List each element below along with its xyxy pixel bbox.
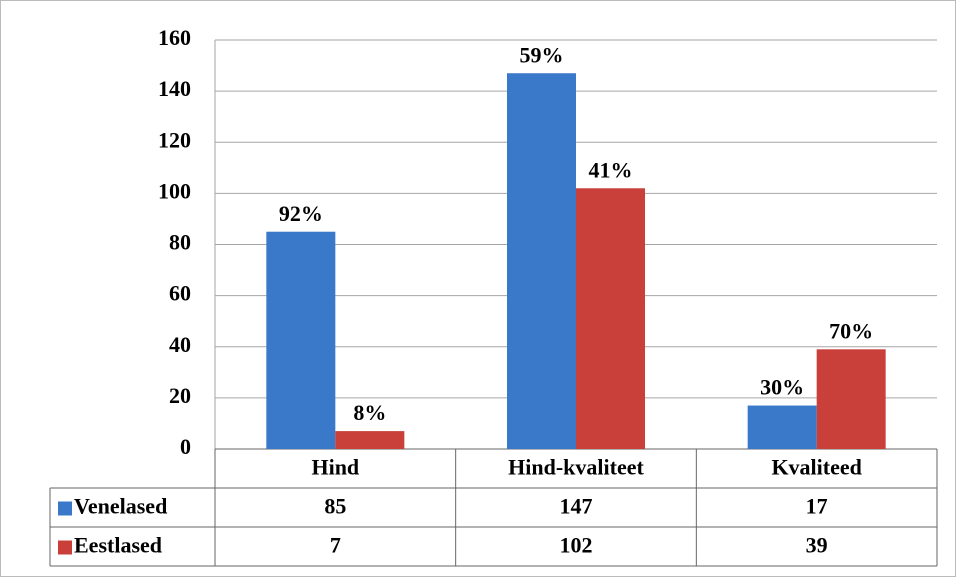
x-tick-label: Hind bbox=[311, 455, 359, 480]
bar bbox=[507, 73, 576, 449]
table-value: 39 bbox=[806, 533, 828, 558]
data-label: 41% bbox=[589, 157, 633, 182]
y-tick-label: 0 bbox=[180, 434, 191, 459]
bar bbox=[816, 349, 886, 449]
bar bbox=[266, 231, 336, 449]
y-tick-label: 40 bbox=[169, 332, 191, 357]
table-value: 102 bbox=[560, 533, 593, 558]
x-tick-label: Hind-kvaliteet bbox=[508, 455, 644, 480]
legend-swatch bbox=[58, 501, 72, 516]
table-value: 7 bbox=[330, 533, 341, 558]
data-label: 70% bbox=[829, 318, 873, 343]
data-label: 8% bbox=[353, 400, 386, 425]
table-value: 17 bbox=[806, 494, 828, 519]
y-tick-label: 80 bbox=[169, 230, 191, 255]
bar bbox=[576, 188, 645, 449]
data-label: 59% bbox=[520, 42, 564, 67]
data-label: 30% bbox=[760, 375, 804, 400]
x-tick-label: Kvaliteed bbox=[771, 455, 861, 480]
y-tick-label: 100 bbox=[158, 178, 191, 203]
y-tick-label: 60 bbox=[169, 281, 191, 306]
table-value: 147 bbox=[560, 494, 593, 519]
y-tick-label: 140 bbox=[158, 76, 191, 101]
legend-swatch bbox=[58, 540, 72, 555]
y-tick-label: 20 bbox=[169, 383, 191, 408]
legend-label: Eestlased bbox=[74, 533, 162, 558]
data-label: 92% bbox=[279, 201, 323, 226]
table-value: 85 bbox=[324, 494, 346, 519]
y-tick-label: 120 bbox=[158, 127, 191, 152]
bar bbox=[747, 405, 817, 449]
bar bbox=[335, 431, 405, 449]
y-tick-label: 160 bbox=[158, 25, 191, 50]
legend-label: Venelased bbox=[74, 494, 167, 519]
